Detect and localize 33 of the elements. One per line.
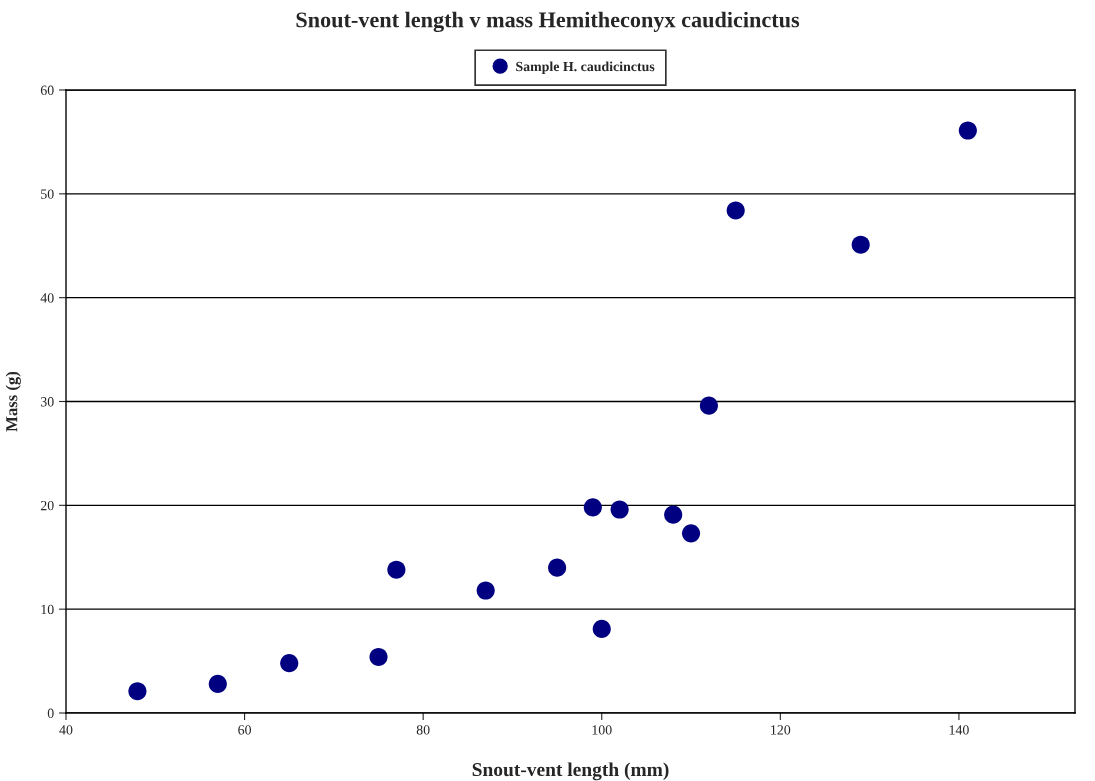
y-tick-label: 0: [47, 708, 54, 718]
point: [583, 498, 602, 517]
x-tick-label: 80: [416, 725, 430, 735]
point: [726, 201, 745, 220]
x-tick-label: 140: [949, 725, 969, 735]
point: [280, 654, 299, 673]
point: [681, 524, 701, 543]
point: [664, 505, 683, 524]
y-tick-label: 60: [40, 85, 54, 95]
point: [369, 647, 388, 666]
y-tick-label: 10: [41, 604, 54, 615]
point: [958, 121, 977, 140]
point: [699, 396, 718, 415]
x-tick-label: 120: [771, 725, 791, 735]
point: [851, 235, 870, 254]
chart-title: Snout-vent length v mass Hemitheconyx caudicinctus: [296, 11, 800, 33]
y-tick-label: 40: [40, 293, 54, 303]
y-tick-label: 50: [41, 189, 54, 199]
point: [548, 558, 567, 577]
point: [592, 619, 611, 638]
point: [128, 682, 147, 701]
point: [208, 674, 227, 693]
y-tick-label: 30: [40, 397, 54, 407]
point: [387, 560, 406, 579]
point: [610, 500, 629, 519]
x-axis-title: Snout-vent length (mm): [472, 762, 669, 781]
x-tick-label: 40: [59, 725, 73, 735]
y-tick-label: 20: [40, 500, 54, 511]
x-tick-label: 60: [238, 725, 251, 735]
y-axis-title: Mass (g): [5, 371, 21, 432]
x-tick-label: 100: [592, 725, 612, 735]
point: [476, 581, 495, 600]
legend-label: Sample H. caudicinctus: [516, 61, 655, 75]
